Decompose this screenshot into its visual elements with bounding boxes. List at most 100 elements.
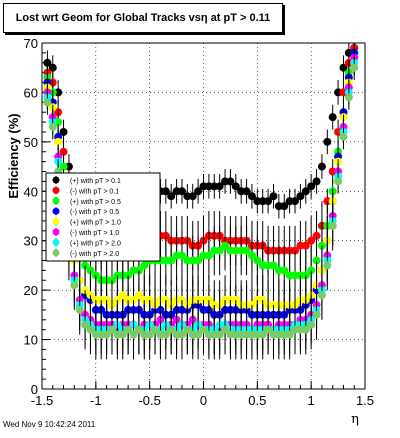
data-point xyxy=(285,330,294,339)
data-point xyxy=(161,330,170,339)
data-point xyxy=(194,187,203,196)
data-point xyxy=(253,256,262,265)
data-point xyxy=(177,187,186,196)
data-point xyxy=(129,330,138,339)
data-point xyxy=(81,320,90,329)
data-point xyxy=(86,325,95,334)
legend-marker xyxy=(52,176,60,184)
y-tick-label: 10 xyxy=(24,333,38,348)
data-point xyxy=(161,187,170,196)
legend-marker xyxy=(52,186,60,194)
x-tick-label: -1 xyxy=(90,393,102,408)
data-point xyxy=(312,177,321,186)
data-point xyxy=(215,246,224,255)
data-point xyxy=(323,137,332,146)
data-point xyxy=(48,123,57,132)
x-tick-label: 0 xyxy=(200,393,207,408)
x-tick-label: -1.5 xyxy=(31,393,53,408)
data-point xyxy=(339,63,348,72)
data-point xyxy=(258,330,267,339)
data-point xyxy=(204,251,213,260)
data-point xyxy=(323,261,332,270)
legend-marker xyxy=(52,218,60,226)
x-tick-label: 1.5 xyxy=(356,393,374,408)
data-point xyxy=(59,162,68,171)
timestamp-footer: Wed Nov 9 10:42:24 2011 xyxy=(3,420,96,429)
data-point xyxy=(140,261,149,270)
data-point xyxy=(339,132,348,141)
data-point xyxy=(269,261,278,270)
legend-box xyxy=(45,172,161,262)
data-point xyxy=(102,330,111,339)
data-point xyxy=(280,266,289,275)
legend-marker xyxy=(52,228,60,236)
data-point xyxy=(167,192,176,201)
data-point xyxy=(328,221,337,230)
data-point xyxy=(301,325,310,334)
data-point xyxy=(124,325,133,334)
data-point xyxy=(167,325,176,334)
data-point xyxy=(328,113,337,122)
data-point xyxy=(221,241,230,250)
y-tick-label: 60 xyxy=(24,85,38,100)
y-tick-label: 0 xyxy=(31,382,38,397)
data-point xyxy=(70,281,79,290)
data-point xyxy=(215,330,224,339)
legend-label: (-) with pT > 0.1 xyxy=(70,188,119,195)
legend-label: (+) with pT > 0.5 xyxy=(70,199,121,206)
data-point xyxy=(350,63,359,72)
data-point xyxy=(247,251,256,260)
data-point xyxy=(188,192,197,201)
data-point xyxy=(59,127,68,136)
data-point xyxy=(167,256,176,265)
x-tick-label: -0.5 xyxy=(138,393,160,408)
data-point xyxy=(307,182,316,191)
data-point xyxy=(264,197,273,206)
data-point xyxy=(177,251,186,260)
data-point xyxy=(183,325,192,334)
data-point xyxy=(54,137,63,146)
y-tick-label: 30 xyxy=(24,234,38,249)
data-point xyxy=(344,93,353,102)
data-point xyxy=(199,325,208,334)
legend-label: (+) with pT > 2.0 xyxy=(70,240,121,247)
data-point xyxy=(194,330,203,339)
data-point xyxy=(231,182,240,191)
data-point xyxy=(151,325,160,334)
data-point xyxy=(247,192,256,201)
data-point xyxy=(307,236,316,245)
legend-label: (-) with pT > 0.5 xyxy=(70,209,119,216)
data-point xyxy=(291,197,300,206)
legend-marker xyxy=(52,197,60,205)
x-axis-label: η xyxy=(351,412,359,427)
data-point xyxy=(269,192,278,201)
data-point xyxy=(312,310,321,319)
data-point xyxy=(134,291,143,300)
data-point xyxy=(307,320,316,329)
data-point xyxy=(242,187,251,196)
data-point xyxy=(226,177,235,186)
y-axis-label: Efficiency (%) xyxy=(6,113,21,198)
legend-marker xyxy=(52,249,60,257)
data-point xyxy=(43,98,52,107)
title-box: Lost wrt Geom for Global Tracks vsη at p… xyxy=(3,3,283,33)
y-tick-label: 40 xyxy=(24,184,38,199)
data-point xyxy=(296,192,305,201)
data-point xyxy=(317,291,326,300)
legend-label: (+) with pT > 1.0 xyxy=(70,220,121,227)
legend-label: (+) with pT > 0.1 xyxy=(70,178,121,185)
data-point xyxy=(177,330,186,339)
chart-title: Lost wrt Geom for Global Tracks vsη at p… xyxy=(15,12,271,24)
data-point xyxy=(107,325,116,334)
data-point xyxy=(301,241,310,250)
data-point xyxy=(48,63,57,72)
x-tick-label: 1 xyxy=(308,393,315,408)
legend-marker xyxy=(52,238,60,246)
data-point xyxy=(75,305,84,314)
legend-label: (-) with pT > 1.0 xyxy=(70,230,119,237)
y-tick-label: 20 xyxy=(24,283,38,298)
data-point xyxy=(215,182,224,191)
data-point xyxy=(118,330,127,339)
y-tick-label: 70 xyxy=(24,36,38,51)
